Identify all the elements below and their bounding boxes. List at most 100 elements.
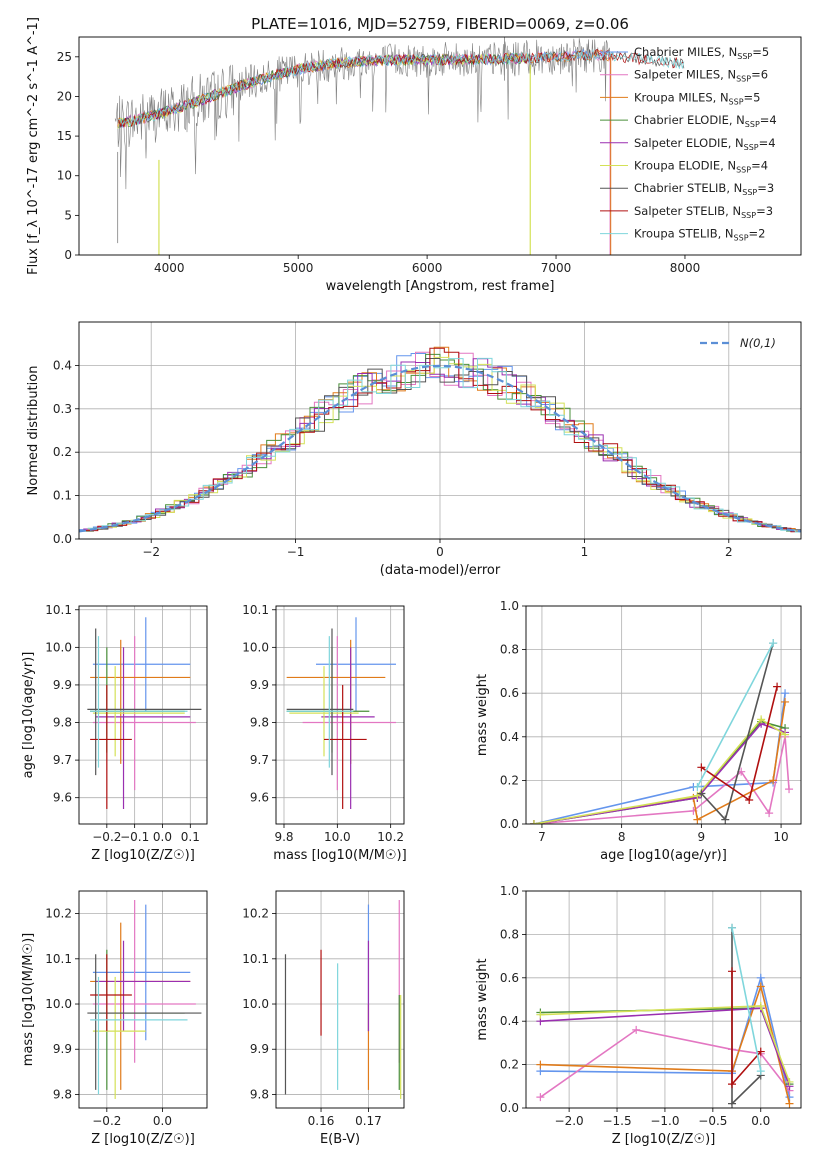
legend-label: Kroupa ELODIE, NSSP=4 xyxy=(634,159,768,175)
y-tick-label: 9.7 xyxy=(250,753,269,767)
legend-label: Chabrier ELODIE, NSSP=4 xyxy=(634,113,777,129)
y-tick-label: 1.0 xyxy=(500,884,519,898)
weight-line xyxy=(533,722,786,824)
weight-line xyxy=(540,974,791,1098)
weight-marker xyxy=(781,697,790,706)
y-tick-label: 15 xyxy=(57,129,72,143)
ebv-mass-panel: 0.16 0.17 9.8 9.9 10.0 10.1 10.2 E(B-V) xyxy=(242,890,405,1147)
y-axis-label: age [log10(age/yr)] xyxy=(21,652,36,779)
mass-age-plot-area xyxy=(286,617,396,809)
y-tick-label: 10.0 xyxy=(242,997,269,1011)
y-tick-label: 10.0 xyxy=(45,997,72,1011)
z-weight-plot-area xyxy=(536,923,794,1108)
x-tick-label: −1.5 xyxy=(602,1114,631,1128)
z-weight-panel: −2.0 −1.5 −1.0 −0.5 0.0 0.0 0.2 0.4 0.6 0.8 1.0 Z [… xyxy=(475,884,802,1147)
ebv-mass-plot-area xyxy=(284,900,402,1099)
x-tick-label: −1 xyxy=(287,545,305,559)
weight-marker xyxy=(781,730,790,739)
weight-line xyxy=(533,736,790,824)
x-tick-label: 4000 xyxy=(154,261,185,275)
weight-marker xyxy=(697,763,706,772)
x-tick-label: −0.2 xyxy=(92,830,121,844)
legend-label: Salpeter ELODIE, NSSP=4 xyxy=(634,136,776,152)
y-tick-label: 0.6 xyxy=(500,971,519,985)
weight-marker xyxy=(632,1025,641,1034)
x-tick-label: −1.0 xyxy=(650,1114,679,1128)
y-axis-label: Normed distribution xyxy=(26,366,41,496)
y-tick-label: 0.0 xyxy=(500,1101,519,1115)
y-tick-label: 10 xyxy=(57,169,72,183)
weight-marker xyxy=(728,1099,737,1108)
axes-frame xyxy=(525,890,802,1109)
axes-frame xyxy=(275,890,405,1109)
legend-label: N(0,1) xyxy=(740,336,776,350)
x-tick-label: 0.0 xyxy=(153,830,172,844)
x-tick-label: 10.0 xyxy=(324,830,351,844)
x-tick-label: 6000 xyxy=(412,261,443,275)
x-tick-label: 10 xyxy=(773,830,788,844)
y-tick-label: 20 xyxy=(57,89,72,103)
z-age-panel: −0.2−0.1 0.0 0.1 9.6 9.7 9.8 9.9 10.0 10.1 Z [log… xyxy=(21,603,208,863)
legend-label: Kroupa STELIB, NSSP=2 xyxy=(634,227,765,243)
y-axis-label: mass weight xyxy=(475,674,490,756)
weight-marker xyxy=(728,923,737,932)
x-axis-label: Z [log10(Z/Z☉)] xyxy=(91,848,195,863)
y-tick-label: 9.8 xyxy=(53,716,72,730)
x-tick-label: −2 xyxy=(142,545,160,559)
x-axis-label: Z [log10(Z/Z☉)] xyxy=(612,1132,716,1147)
y-tick-label: 10.0 xyxy=(242,640,269,654)
y-tick-label: 10.2 xyxy=(45,907,72,921)
weight-marker xyxy=(536,1010,545,1019)
x-tick-label: 0.1 xyxy=(181,830,200,844)
residual-histogram xyxy=(87,356,801,532)
x-tick-label: 9 xyxy=(698,830,706,844)
y-tick-label: 9.6 xyxy=(53,791,72,805)
weight-marker xyxy=(697,789,706,798)
y-tick-label: 5 xyxy=(64,208,72,222)
observed-spectrum xyxy=(114,38,611,190)
y-tick-label: 0.4 xyxy=(53,358,72,372)
weight-marker xyxy=(756,1047,765,1056)
y-tick-label: 10.1 xyxy=(242,603,269,617)
spectrum-legend: Chabrier MILES, NSSP=5 Salpeter MILES, NS… xyxy=(600,45,777,243)
age-weight-panel: 7 8 9 10 0.0 0.2 0.4 0.6 0.8 1.0 age [log10(age/yr… xyxy=(475,599,802,863)
x-tick-label: 0.0 xyxy=(751,1114,770,1128)
weight-marker xyxy=(756,1067,765,1076)
x-axis-label: Z [log10(Z/Z☉)] xyxy=(91,1132,195,1147)
x-tick-label: 2 xyxy=(725,545,733,559)
y-tick-label: 10.2 xyxy=(242,907,269,921)
weight-line xyxy=(731,927,762,1072)
y-tick-label: 9.8 xyxy=(250,1087,269,1101)
y-tick-label: 9.6 xyxy=(250,791,269,805)
residual-histogram xyxy=(79,358,801,532)
weight-marker xyxy=(529,820,538,824)
axes-frame xyxy=(78,321,802,540)
y-tick-label: 0.0 xyxy=(500,817,519,831)
x-tick-label: 0.0 xyxy=(153,1114,172,1128)
weight-marker xyxy=(781,689,790,698)
axes-frame xyxy=(78,890,208,1109)
y-tick-label: 25 xyxy=(57,50,72,64)
weight-line xyxy=(731,927,762,1106)
y-axis-label: Flux [f_λ 10^-17 erg cm^-2 s^-1 A^-1] xyxy=(26,17,41,275)
x-tick-label: −0.5 xyxy=(698,1114,727,1128)
weight-marker xyxy=(757,715,766,724)
x-tick-label: 9.8 xyxy=(274,830,293,844)
x-axis-label: age [log10(age/yr)] xyxy=(600,848,727,863)
weight-marker xyxy=(728,967,737,976)
x-tick-label: 7 xyxy=(538,830,546,844)
model-spectrum-line xyxy=(117,48,684,128)
y-tick-label: 0.8 xyxy=(500,927,519,941)
y-tick-label: 0.0 xyxy=(53,532,72,546)
model-spectrum-line xyxy=(117,49,685,127)
x-tick-label: 0.17 xyxy=(355,1114,382,1128)
legend-label: Kroupa MILES, NSSP=5 xyxy=(634,90,760,106)
weight-marker xyxy=(785,1099,794,1108)
x-tick-label: −0.2 xyxy=(92,1114,121,1128)
y-tick-label: 0.1 xyxy=(53,489,72,503)
weight-marker xyxy=(536,1093,545,1102)
spectrum-plot-area xyxy=(114,37,685,255)
y-tick-label: 9.7 xyxy=(53,753,72,767)
y-tick-label: 9.8 xyxy=(53,1087,72,1101)
x-tick-label: −0.1 xyxy=(120,830,149,844)
